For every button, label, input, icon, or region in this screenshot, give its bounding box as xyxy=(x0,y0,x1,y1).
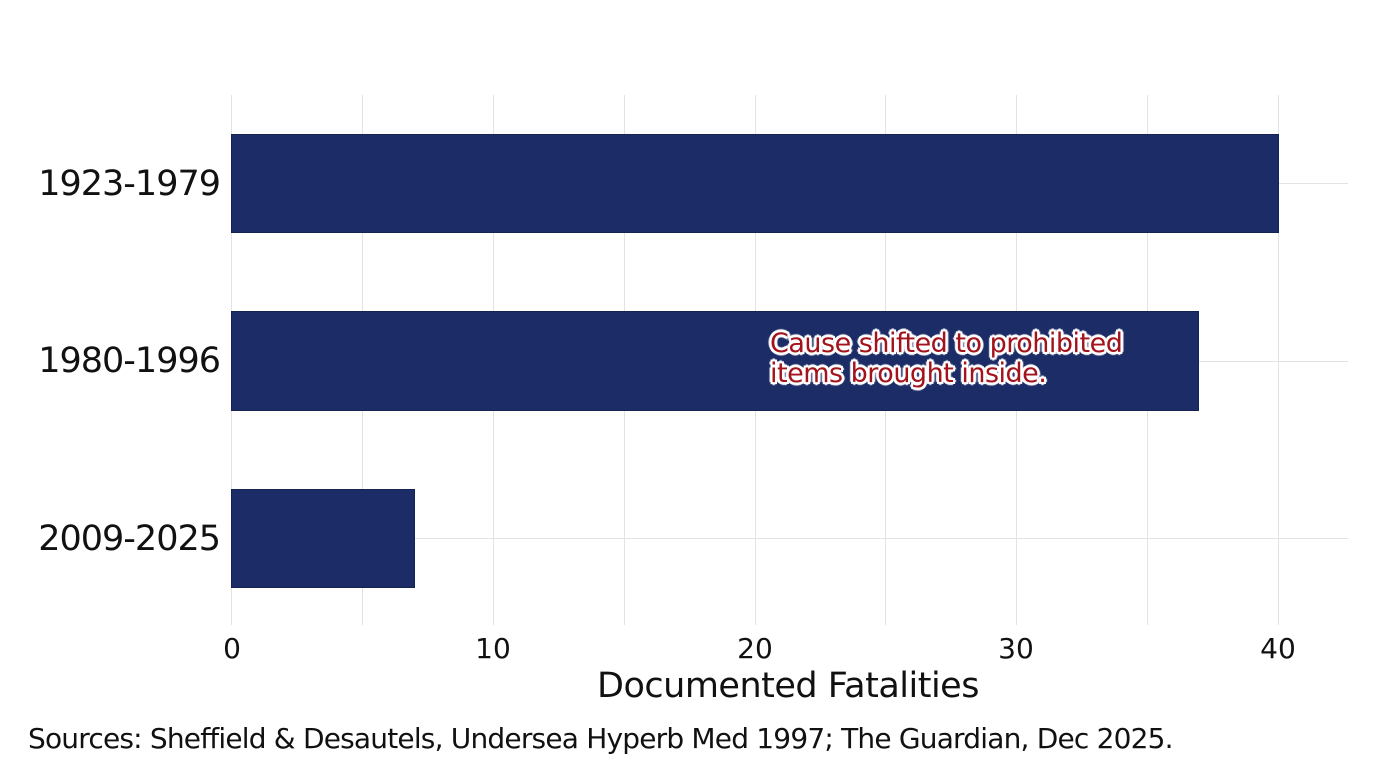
annotation-line-2: items brought inside. xyxy=(770,358,1047,389)
bar-1923-1979 xyxy=(231,134,1279,233)
x-tick-30: 30 xyxy=(998,632,1034,665)
y-label-2009-2025: 2009-2025 xyxy=(38,519,221,559)
gridline-x-40 xyxy=(1278,95,1279,625)
x-tick-40: 40 xyxy=(1260,632,1296,665)
plot-area xyxy=(231,95,1348,625)
x-tick-10: 10 xyxy=(475,632,511,665)
y-label-1923-1979: 1923-1979 xyxy=(38,164,221,204)
bar-1980-1996 xyxy=(231,311,1199,411)
x-tick-20: 20 xyxy=(737,632,773,665)
x-tick-0: 0 xyxy=(223,632,241,665)
bar-2009-2025 xyxy=(231,489,415,588)
annotation-line-1: Cause shifted to prohibited xyxy=(770,328,1123,359)
x-axis-title: Documented Fatalities xyxy=(597,666,979,706)
annotation: Cause shifted to prohibited items brough… xyxy=(770,328,1123,389)
y-label-1980-1996: 1980-1996 xyxy=(38,341,221,381)
source-note: Sources: Sheffield & Desautels, Undersea… xyxy=(28,722,1174,755)
gridline-y-2 xyxy=(231,538,1348,539)
